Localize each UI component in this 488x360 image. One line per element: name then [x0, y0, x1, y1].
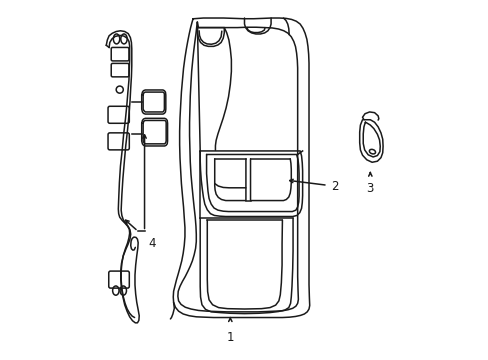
Text: 4: 4: [148, 237, 156, 250]
Text: 1: 1: [226, 331, 234, 345]
Text: 2: 2: [331, 180, 338, 193]
Text: 3: 3: [366, 182, 373, 195]
